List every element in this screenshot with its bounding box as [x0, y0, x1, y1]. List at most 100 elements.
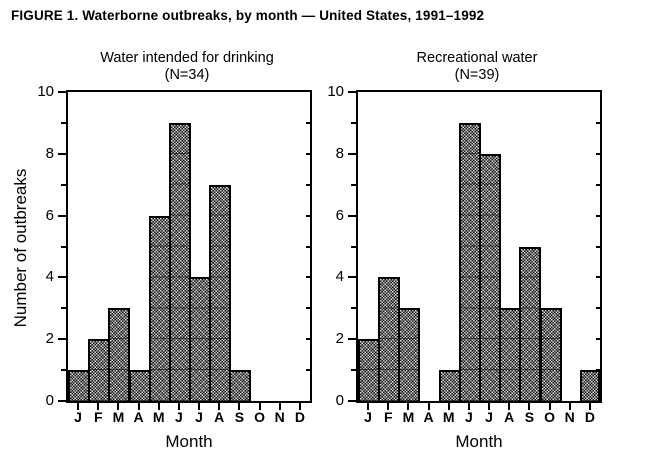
figure-title: FIGURE 1. Waterborne outbreaks, by month…	[11, 8, 485, 23]
y-axis-minor-tick	[61, 121, 66, 124]
x-axis-tick	[258, 403, 261, 410]
bar-m-3	[108, 308, 131, 401]
chart-title-recreational-water-text: Recreational water	[416, 50, 538, 66]
month-label-9: S	[524, 409, 535, 425]
chart-title-drinking-water: Water intended for drinking (N=34)	[66, 50, 308, 84]
y-axis-minor-tick	[61, 183, 66, 186]
right-edge-tick	[306, 121, 310, 124]
x-axis-tick	[137, 403, 140, 410]
chart-title-recreational-water: Recreational water (N=39)	[356, 50, 598, 84]
y-axis-minor-tick	[61, 369, 66, 372]
month-label-4: A	[133, 409, 144, 425]
y-axis-major-tick	[348, 276, 356, 279]
y-axis-major-tick	[58, 400, 66, 402]
x-axis-tick	[427, 403, 430, 410]
right-edge-tick	[306, 276, 310, 279]
y-axis-tick-label: 6	[45, 206, 54, 224]
right-edge-tick	[306, 338, 310, 341]
y-axis-tick-label: 0	[45, 392, 54, 409]
x-axis-title-recreational-water: Month	[455, 432, 503, 451]
x-axis-tick	[568, 403, 571, 410]
month-label-7: J	[195, 409, 203, 425]
x-axis-tick	[387, 403, 390, 410]
month-label-1: J	[74, 409, 82, 425]
bar-j-1	[358, 339, 381, 401]
y-axis-tick-label: 6	[335, 206, 344, 224]
right-edge-tick	[596, 307, 600, 310]
right-edge-tick	[306, 214, 310, 217]
y-axis-major-tick	[348, 400, 356, 402]
bar-a-8	[499, 308, 522, 401]
y-axis-minor-tick	[351, 121, 356, 124]
y-axis-major-tick	[58, 214, 66, 217]
chart-n-label-recreational-water: (N=39)	[454, 67, 500, 83]
y-axis-tick-label: 2	[45, 330, 54, 348]
x-axis-tick	[97, 403, 100, 410]
bar-j-1	[68, 370, 91, 401]
right-edge-tick	[306, 152, 310, 155]
plot-recreational-water: Month 0 2 4 6 8 10 J F M A M J J A S O N D	[327, 83, 602, 451]
y-axis-tick-label: 4	[45, 268, 54, 286]
bar-j-7	[479, 153, 502, 401]
x-axis-tick	[157, 403, 160, 410]
month-label-10: O	[544, 409, 556, 425]
month-label-11: N	[274, 409, 285, 425]
right-edge-tick	[596, 214, 600, 217]
plot-drinking-water: Month 0 2 4 6 8 10 J F M A M J J A S O N D	[37, 83, 312, 451]
y-axis-tick-label: 0	[335, 392, 344, 409]
bar-a-8	[209, 184, 232, 401]
y-axis-major-tick	[348, 338, 356, 341]
month-label-5: M	[442, 409, 455, 425]
chart-n-label-drinking-water: (N=34)	[164, 67, 210, 83]
x-axis-tick	[77, 403, 80, 410]
y-axis-minor-tick	[351, 245, 356, 248]
x-axis-tick	[508, 403, 511, 410]
y-axis-major-tick	[348, 91, 356, 93]
y-axis-tick-label: 8	[45, 144, 54, 162]
bar-s-9	[229, 370, 252, 401]
bar-s-9	[519, 246, 542, 401]
y-axis-minor-tick	[351, 307, 356, 310]
month-label-5: M	[152, 409, 165, 425]
x-axis-tick	[177, 403, 180, 410]
month-label-8: A	[214, 409, 225, 425]
month-label-6: J	[175, 409, 183, 425]
right-edge-tick	[596, 121, 600, 124]
bar-j-7	[189, 277, 212, 401]
month-label-6: J	[465, 409, 473, 425]
bar-d-12	[579, 370, 600, 401]
month-label-10: O	[254, 409, 266, 425]
x-axis-tick	[218, 403, 221, 410]
month-label-2: F	[383, 409, 393, 425]
y-axis-tick-label: 4	[335, 268, 344, 286]
y-axis-minor-tick	[61, 245, 66, 248]
x-axis-tick	[467, 403, 470, 410]
right-edge-tick	[596, 276, 600, 279]
right-edge-tick	[306, 183, 310, 186]
x-axis-tick	[198, 403, 201, 410]
right-edge-tick	[306, 245, 310, 248]
right-edge-tick	[306, 369, 310, 372]
x-axis-tick	[447, 403, 450, 410]
month-label-7: J	[485, 409, 493, 425]
x-axis-tick	[548, 403, 551, 410]
y-axis-minor-tick	[351, 369, 356, 372]
y-axis-minor-tick	[351, 183, 356, 186]
month-label-3: M	[402, 409, 415, 425]
month-label-4: A	[423, 409, 434, 425]
bar-m-5	[148, 215, 171, 401]
y-axis-tick-label: 10	[327, 83, 344, 100]
y-axis-major-tick	[58, 276, 66, 279]
y-axis-major-tick	[58, 91, 66, 93]
bar-a-4	[128, 370, 151, 401]
month-label-9: S	[234, 409, 245, 425]
y-axis-major-tick	[58, 338, 66, 341]
right-edge-tick	[596, 183, 600, 186]
x-axis-tick	[367, 403, 370, 410]
bar-m-5	[438, 370, 461, 401]
bar-f-2	[88, 339, 111, 401]
y-axis-major-tick	[58, 152, 66, 155]
x-axis-tick	[488, 403, 491, 410]
y-axis-minor-tick	[61, 307, 66, 310]
